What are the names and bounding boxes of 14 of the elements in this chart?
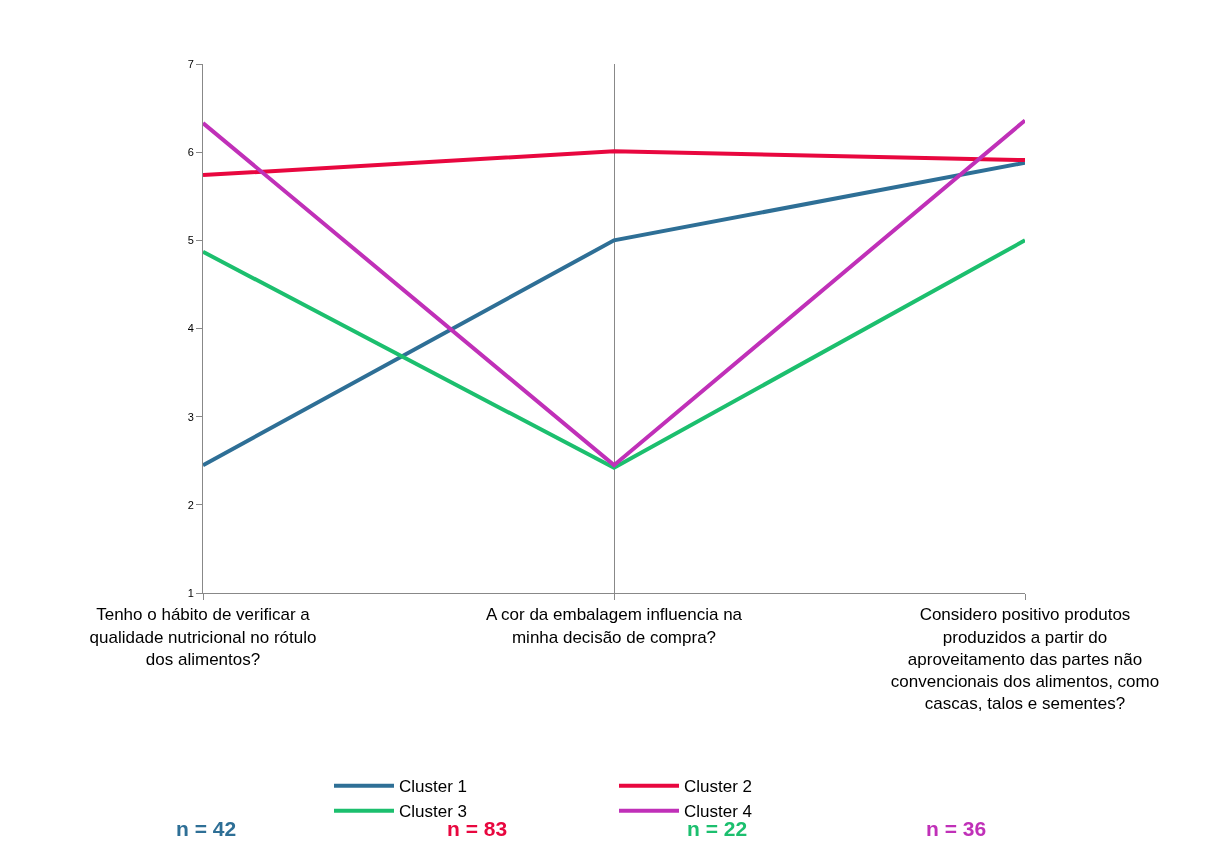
x-tick-label: Considero positivo produtos produzidos a partir do aproveitamento das partes não convencionais dos alimentos, como cascas, talos e sementes?: [890, 605, 1160, 713]
y-tick-label: 2: [187, 498, 194, 511]
text: n = 36: [926, 817, 987, 840]
legend-label: Cluster 1: [399, 777, 468, 797]
legend-label: Cluster 2: [684, 777, 753, 797]
x-tick-label: Tenho o hábito de verificar a qualidade nutricional no rótulo dos alimentos?: [89, 605, 317, 669]
y-tick-label: 4: [187, 322, 194, 335]
text: n = 42: [176, 817, 237, 840]
x-tick-label: A cor da embalagem influencia na minha decisão de compra?: [485, 605, 743, 647]
y-tick-label: 3: [187, 410, 194, 423]
y-tick-label: 7: [187, 57, 194, 70]
y-tick-label: 5: [187, 234, 194, 247]
y-tick-label: 1: [187, 586, 194, 599]
y-tick-label: 6: [187, 146, 194, 159]
